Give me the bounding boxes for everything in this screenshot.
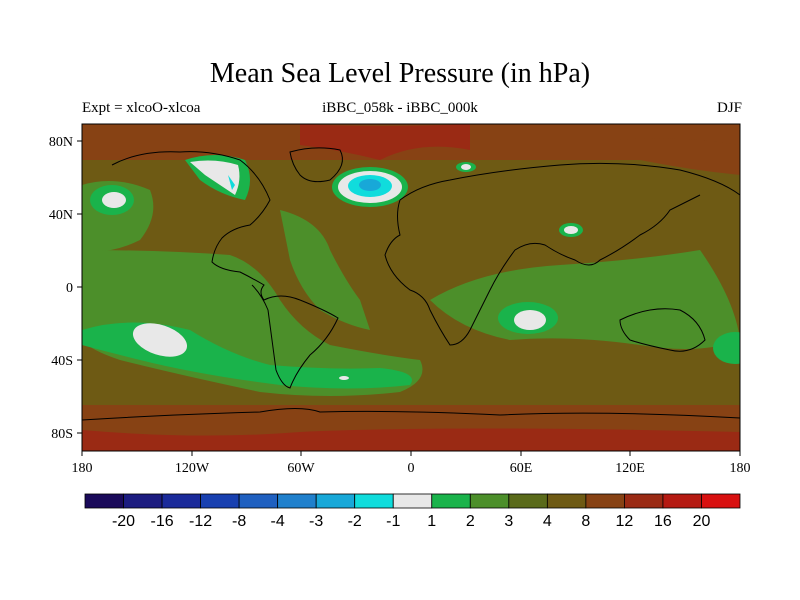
lat-label: 40S [51,354,73,369]
lat-label: 80N [49,135,73,150]
coastlines [82,147,740,421]
australia-coast [619,308,706,352]
colorbar-box [624,493,664,509]
colorbar-label: 8 [581,513,590,530]
colorbar-box [662,493,702,509]
colorbar-box [161,493,201,509]
season-label: DJF [716,100,742,116]
arctic-high [300,124,470,160]
lat-axis: 80N 40N 0 40S 80S [49,135,82,442]
colorbar-box [431,493,471,509]
colorbar-label: 4 [543,513,552,530]
colorbar-box [84,493,124,509]
colorbar-box [123,493,163,509]
colorbar-label: -8 [232,513,246,530]
colorbar-box [354,493,394,509]
colorbar-label: -1 [386,513,400,530]
colorbar-box [277,493,317,509]
difference-label: iBBC_058k - iBBC_000k [322,100,478,116]
colorbar-label: -4 [271,513,285,530]
americas-coast [111,151,339,389]
lon-label: 180 [730,461,751,476]
iceland-core [359,179,381,191]
colorbar-box [238,493,279,509]
colorbar: -20 -16 -12 -8 -4 -3 -2 -1 1 2 3 4 8 12 16 20 [84,493,741,530]
lon-label: 60W [287,461,315,476]
sa-white [339,376,349,380]
antarctica-coast [82,408,740,421]
siberia-high [620,138,740,175]
lon-label: 120E [615,461,645,476]
greenland-coast [289,147,343,183]
lon-label: 60E [510,461,533,476]
pressure-field [82,124,740,451]
lat-label: 80S [51,427,73,442]
canada-white [190,160,240,195]
lon-label: 120W [175,461,210,476]
colorbar-box [701,493,741,509]
colorbar-box [469,493,510,509]
map-title: Mean Sea Level Pressure (in hPa) [209,58,591,89]
atlantic-green [280,210,370,330]
colorbar-box [546,493,587,509]
colorbar-box [392,493,433,509]
colorbar-label: -12 [189,513,212,530]
colorbar-label: 12 [616,513,634,530]
lon-label: 180 [72,461,93,476]
tasman-bright [713,332,740,364]
lon-label: 0 [408,461,415,476]
colorbar-label: -20 [112,513,135,530]
indian-white [514,310,546,330]
lat-label: 40N [49,208,73,223]
colorbar-label: 16 [654,513,672,530]
colorbar-box [200,493,240,509]
npacific-white [102,192,126,208]
colorbar-label: 2 [466,513,475,530]
lat-label: 0 [66,281,73,296]
colorbar-box [315,493,356,509]
eurasia-africa-coast [384,162,740,346]
experiment-label: Expt = xlcoO-xlcoa [82,100,201,116]
barents-white [461,164,471,170]
antarctic-high [82,428,740,451]
colorbar-label: -2 [348,513,362,530]
canada-cyan [228,175,235,190]
colorbar-label: -16 [150,513,173,530]
colorbar-box [585,493,625,509]
spacific-white [132,323,188,357]
colorbar-box [508,493,548,509]
colorbar-label: 3 [504,513,513,530]
colorbar-label: 1 [427,513,436,530]
lon-axis: 180 120W 60W 0 60E 120E 180 [72,451,751,476]
colorbar-label: -3 [309,513,323,530]
tibet-white [564,226,578,234]
colorbar-label: 20 [693,513,711,530]
